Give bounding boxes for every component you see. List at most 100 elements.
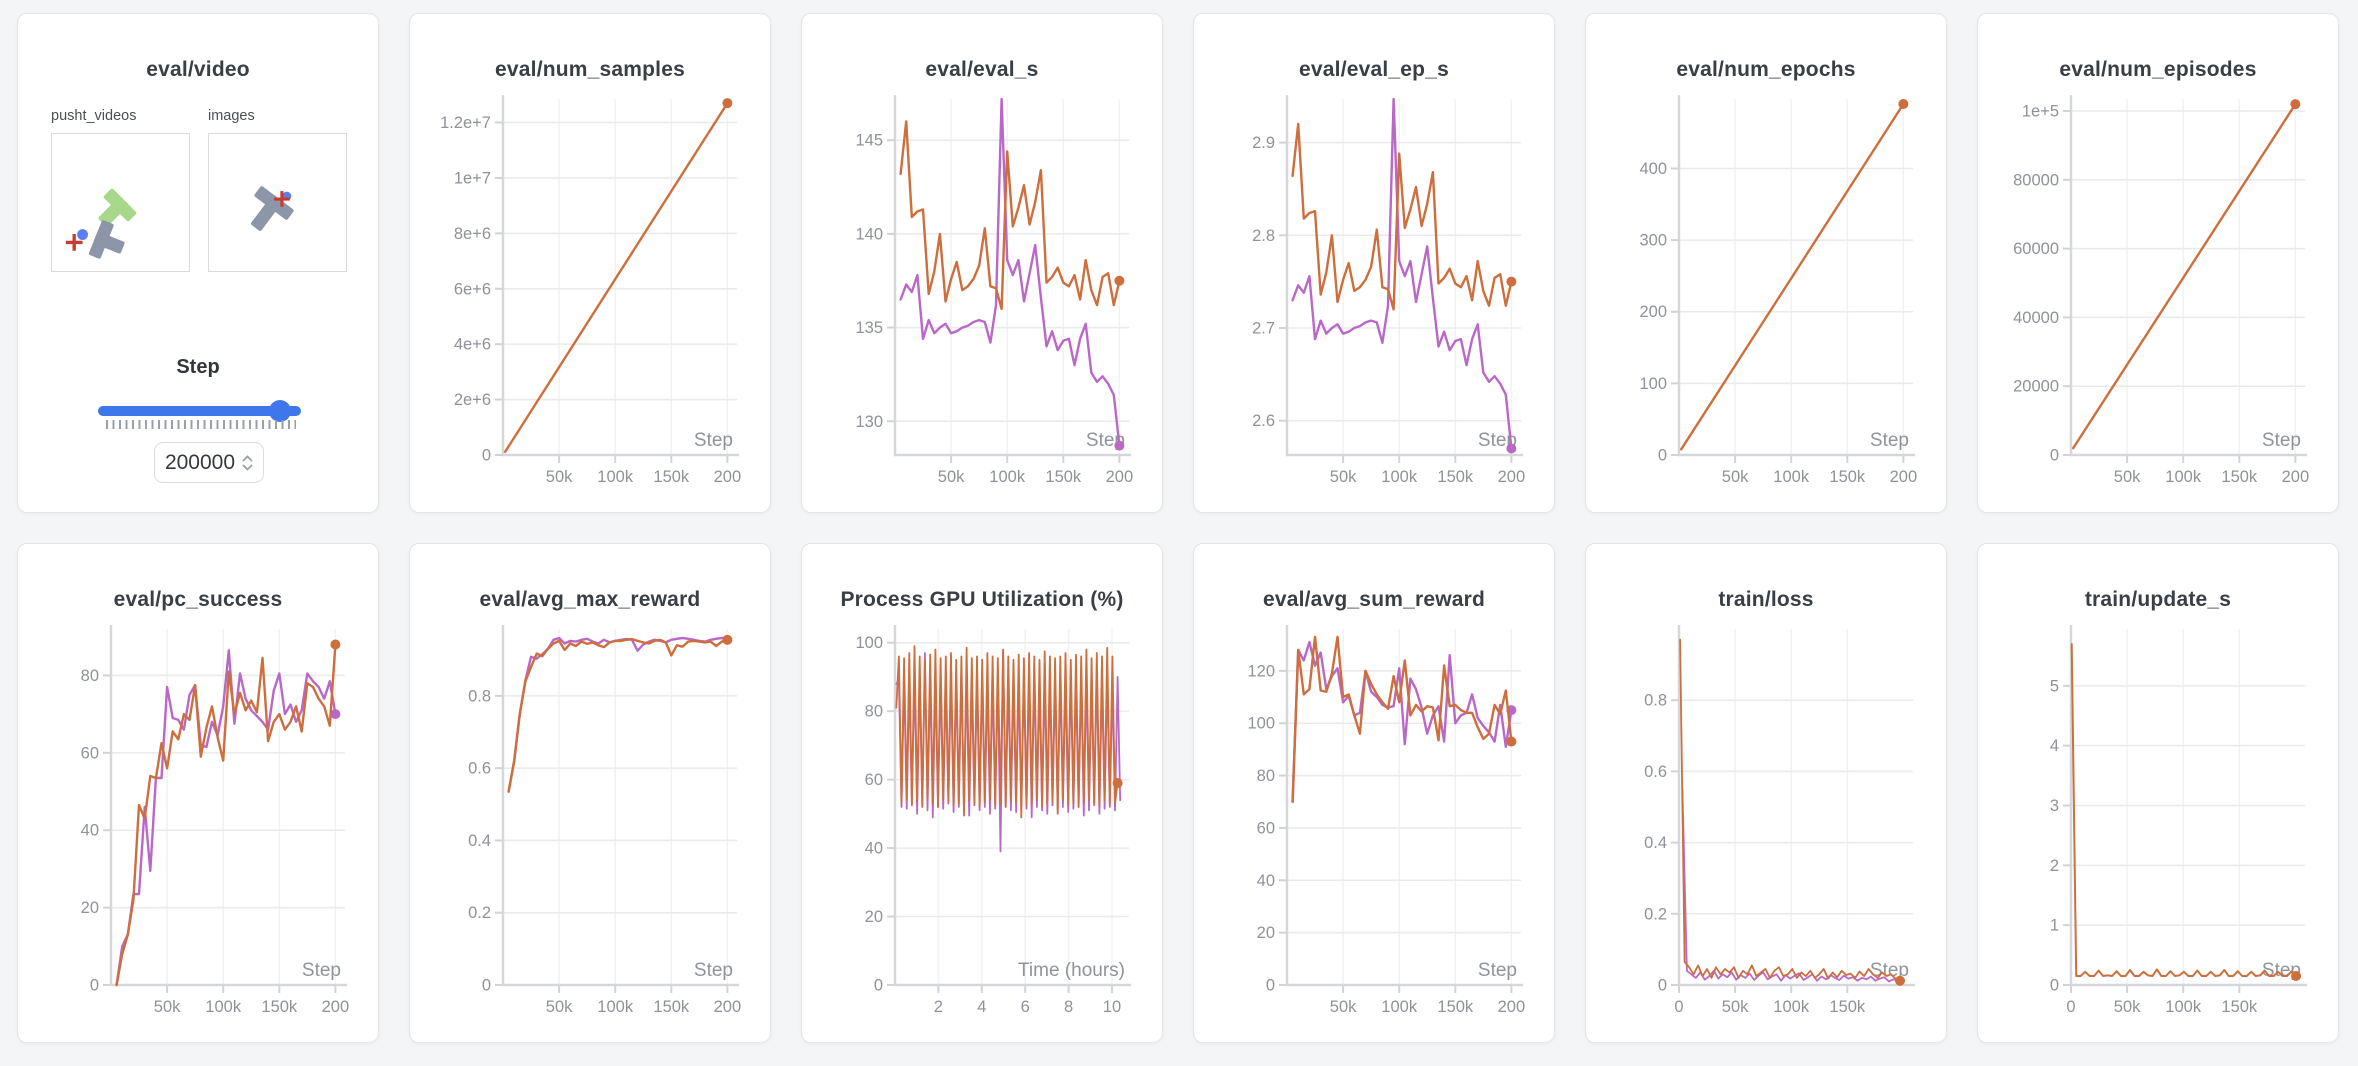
chart-panel-train-update-s[interactable]: train/update_s 0 50k 100k 150k 0 1 2 3 4 5 Step (1977, 543, 2339, 1043)
series-endpoint-run-orange (1895, 975, 1906, 986)
series-run-orange (1679, 638, 1901, 982)
chart-panel-process-gpu-utilization[interactable]: Process GPU Utilization (%) 2 4 6 8 10 0 20 40 60… (801, 543, 1163, 1043)
svg-text:100k: 100k (597, 468, 634, 486)
series-endpoint-run-orange (722, 634, 733, 645)
svg-text:50k: 50k (2114, 468, 2141, 486)
x-axis-label: Step (694, 430, 733, 451)
chart-title: eval/avg_sum_reward (1262, 588, 1486, 611)
svg-text:150k: 150k (1437, 998, 1474, 1016)
svg-text:100k: 100k (1773, 468, 1810, 486)
series-run-orange (2070, 643, 2298, 977)
svg-text:60: 60 (81, 744, 99, 762)
series-endpoint-run-orange (2291, 971, 2302, 982)
series-run-orange (1679, 102, 1905, 451)
svg-text:50k: 50k (2114, 998, 2141, 1016)
svg-text:20: 20 (1257, 924, 1275, 942)
chart-canvas: 50k 100k 150k 200 0 20 40 60 80 100 120 Step (1247, 625, 1525, 1016)
pusht-scene (65, 188, 137, 259)
svg-text:2.7: 2.7 (1252, 319, 1275, 337)
chart-title: eval/num_samples (495, 58, 685, 81)
chart-canvas: 50k 100k 150k 200 0 100 200 300 400 Step (1639, 95, 1918, 486)
x-axis-label: Step (1478, 960, 1517, 981)
pusht-block-t-shape (251, 186, 294, 231)
chart-panel-eval-num-epochs[interactable]: eval/num_epochs 50k 100k 150k 200 0 100 200 300 4… (1585, 13, 1947, 513)
svg-text:0.4: 0.4 (468, 832, 491, 850)
svg-text:50k: 50k (1330, 468, 1357, 486)
series-run-orange (503, 101, 729, 453)
step-slider-track[interactable] (98, 406, 301, 416)
series-endpoint-run-orange (1112, 778, 1123, 789)
images-thumbnail[interactable] (208, 133, 347, 272)
svg-text:130: 130 (855, 413, 883, 431)
chevron-down-icon[interactable] (242, 464, 253, 471)
goal-cross (274, 191, 290, 207)
media-label-pusht-videos: pusht_videos (51, 108, 137, 124)
x-axis-label: Step (1870, 430, 1909, 451)
series-run-orange (507, 637, 729, 793)
pusht-target-t-shape (98, 188, 137, 227)
svg-text:80: 80 (1257, 767, 1275, 785)
svg-text:0: 0 (874, 977, 883, 995)
series-run-orange (1291, 122, 1513, 311)
svg-text:100: 100 (1639, 375, 1667, 393)
series-run-orange (115, 643, 337, 987)
svg-text:3: 3 (2050, 797, 2059, 815)
svg-text:0.6: 0.6 (468, 760, 491, 778)
step-slider-tick-marks (106, 420, 296, 429)
svg-text:0: 0 (1658, 447, 1667, 465)
step-number-input[interactable]: 200000 (154, 442, 264, 483)
chart-panel-eval-avg-max-reward[interactable]: eval/avg_max_reward 50k 100k 150k 200 0 0.2 0.4… (409, 543, 771, 1043)
svg-text:0: 0 (1658, 977, 1667, 995)
step-slider-thumb[interactable] (269, 400, 291, 422)
series-run-purple (1291, 640, 1513, 803)
svg-text:60: 60 (865, 771, 883, 789)
step-spinner (242, 454, 253, 471)
chart-panel-eval-num-samples[interactable]: eval/num_samples 50k 100k 150k 200 0 2e+6 4e+6 6… (409, 13, 771, 513)
svg-text:4: 4 (977, 998, 986, 1016)
chart-title: train/loss (1718, 588, 1814, 611)
series-endpoint-run-purple (1114, 440, 1125, 451)
chart-title: eval/num_episodes (2059, 58, 2257, 81)
svg-text:6e+6: 6e+6 (454, 280, 491, 298)
svg-text:40: 40 (81, 822, 99, 840)
chart-panel-eval-num-episodes[interactable]: eval/num_episodes 50k 100k 150k 200 0 20000 400… (1977, 13, 2339, 513)
svg-text:200: 200 (1498, 468, 1526, 486)
chart-title: eval/num_epochs (1676, 58, 1856, 81)
svg-text:50k: 50k (546, 998, 573, 1016)
chart-panel-eval-pc-success[interactable]: eval/pc_success 50k 100k 150k 200 0 20 40 60 80 St… (17, 543, 379, 1043)
svg-text:1.2e+7: 1.2e+7 (440, 114, 491, 132)
series-run-orange (899, 120, 1121, 311)
chart-canvas: 50k 100k 150k 200 0 0.2 0.4 0.6 0.8 Step (468, 625, 741, 1016)
svg-text:140: 140 (855, 225, 883, 243)
chart-panel-eval-avg-sum-reward[interactable]: eval/avg_sum_reward 50k 100k 150k 200 0 20 40 60… (1193, 543, 1555, 1043)
series-run-orange (2071, 102, 2297, 450)
svg-text:200: 200 (1890, 468, 1918, 486)
step-slider-label: Step (176, 356, 220, 378)
chart-canvas: 50k 100k 150k 200 0 20000 40000 60000 80000 1e+5 S… (2013, 95, 2309, 486)
series-endpoint-run-orange (330, 639, 341, 650)
svg-text:0: 0 (2066, 998, 2075, 1016)
goal-cross (65, 234, 83, 251)
svg-text:40000: 40000 (2013, 309, 2059, 327)
svg-text:400: 400 (1639, 160, 1667, 178)
step-value[interactable]: 200000 (164, 450, 236, 474)
svg-text:0.4: 0.4 (1644, 834, 1667, 852)
series-run-orange (1291, 635, 1513, 803)
chevron-up-icon[interactable] (242, 454, 253, 462)
svg-text:150k: 150k (261, 998, 298, 1016)
pusht-video-thumbnail[interactable] (51, 133, 190, 272)
svg-text:1e+5: 1e+5 (2022, 103, 2059, 121)
svg-text:50k: 50k (1722, 468, 1749, 486)
chart-panel-eval-eval-ep-s[interactable]: eval/eval_ep_s 50k 100k 150k 200 2.6 2.7 2.8 2.9… (1193, 13, 1555, 513)
chart-title: eval/eval_ep_s (1299, 58, 1449, 81)
chart-panel-eval-eval-s[interactable]: eval/eval_s 50k 100k 150k 200 130 135 140 145 Ste… (801, 13, 1163, 513)
panel-eval-video: eval/video pusht_videos images (17, 13, 379, 513)
svg-text:135: 135 (855, 319, 883, 337)
svg-text:0: 0 (482, 977, 491, 995)
chart-panel-train-loss[interactable]: train/loss 0 50k 100k 150k 0 0.2 0.4 0.6 0.8 Step (1585, 543, 1947, 1043)
svg-text:300: 300 (1639, 232, 1667, 250)
svg-text:2e+6: 2e+6 (454, 391, 491, 409)
svg-text:0: 0 (482, 447, 491, 465)
